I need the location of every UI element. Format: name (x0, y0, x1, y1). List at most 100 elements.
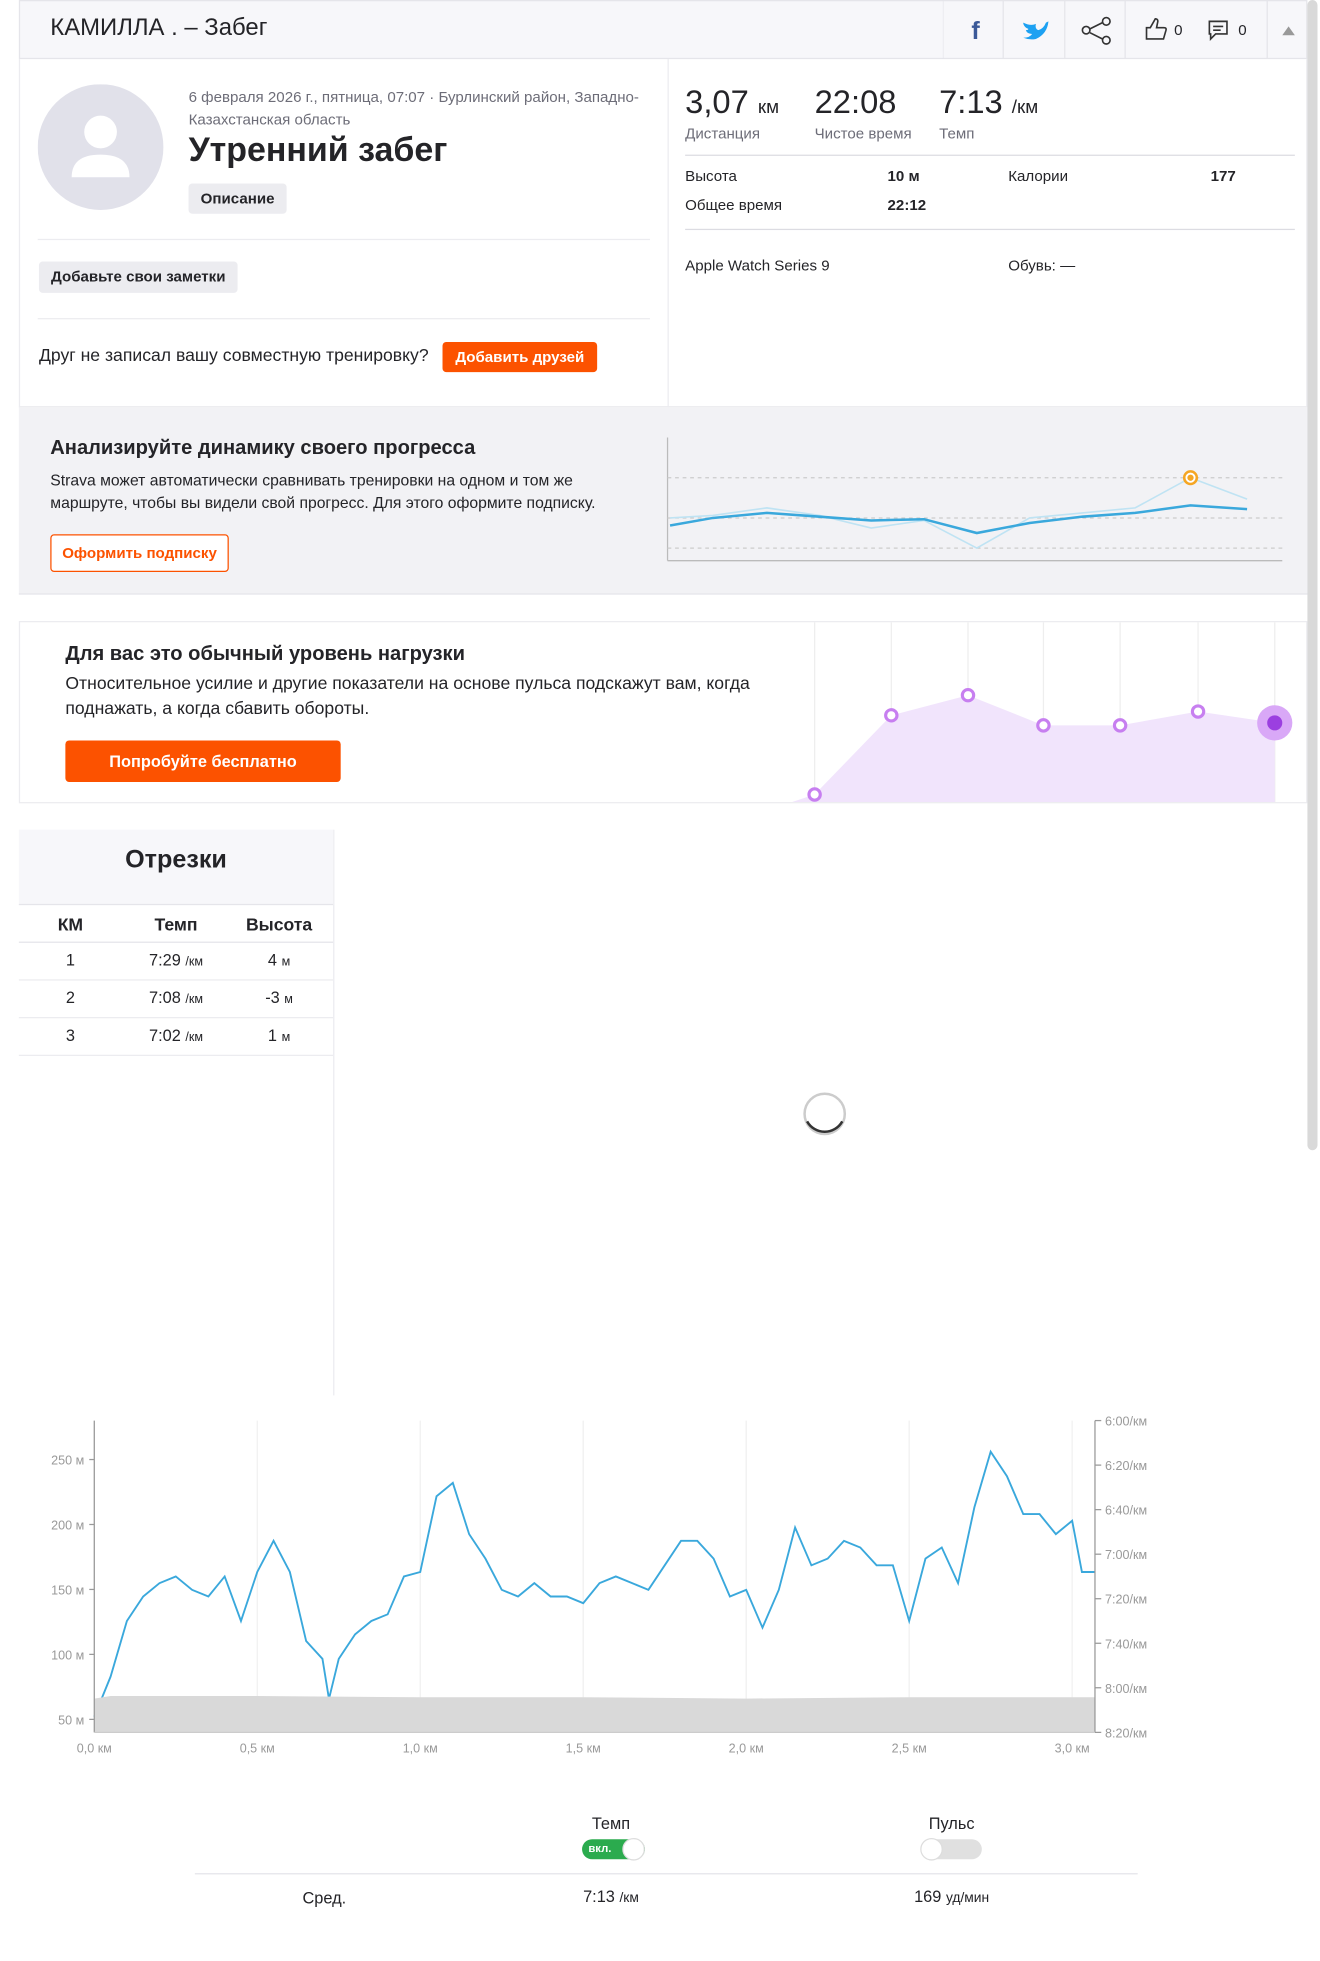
collapse-icon[interactable] (1282, 26, 1295, 36)
y2-tick-label: 7:40/км (1105, 1637, 1147, 1651)
pace-elevation-chart: 0,0 км 0,5 км 1,0 км 1,5 км 2,0 км 2,5 км 3,0 … (51, 1415, 1147, 1756)
avg-hr: 169 уд/мин (889, 1887, 1015, 1906)
y-tick-label: 100 м (51, 1648, 84, 1662)
avg-pace: 7:13 /км (548, 1887, 674, 1906)
avg-pace-value: 7:13 (583, 1886, 615, 1906)
divider (18, 1054, 334, 1056)
split-elev: -3 м (216, 988, 342, 1007)
y2-tick-label: 7:00/км (1105, 1548, 1147, 1562)
split-elev-value: 4 (267, 950, 278, 970)
header-title: КАМИЛЛА . – Забег (50, 15, 268, 42)
detail-label: Калории (1008, 167, 1069, 185)
date-location: 6 февраля 2026 г., пятница, 07:07 · Бурл… (188, 87, 639, 129)
hr-label: Пульс (928, 1814, 975, 1833)
split-elev-value: 1 (267, 1025, 278, 1045)
split-km: 1 (65, 950, 75, 970)
split-pace-value: 7:08 (148, 988, 181, 1007)
comment-count: 0 (1238, 21, 1247, 39)
pace-toggle-label: вкл. (588, 1841, 612, 1855)
split-elev-unit: м (281, 955, 291, 970)
promo-title: Анализируйте динамику своего прогресса (50, 437, 476, 459)
comment-icon[interactable] (1208, 20, 1228, 41)
avg-hr-value: 169 (914, 1886, 942, 1906)
avatar (37, 84, 164, 210)
split-pace: 7:29 /км (113, 950, 239, 969)
y2-tick-label: 7:20/км (1105, 1593, 1147, 1607)
stat-unit: км (757, 96, 780, 119)
x-tick-label: 2,5 км (892, 1741, 927, 1755)
x-tick-label: 2,0 км (729, 1741, 764, 1755)
toggle-knob (920, 1837, 943, 1861)
split-pace-unit: /км (185, 993, 204, 1007)
splits-title: Отрезки (125, 846, 227, 874)
y-tick-label: 50 м (58, 1713, 84, 1727)
divider (685, 154, 1295, 156)
detail-value: 177 (1210, 167, 1236, 185)
elevation-area (94, 1695, 1095, 1733)
x-tick-label: 1,0 км (403, 1741, 438, 1755)
shoes: Обувь: — (1008, 256, 1076, 275)
device: Apple Watch Series 9 (685, 256, 830, 275)
avg-pace-unit: /км (619, 1890, 639, 1906)
notes-button[interactable]: Добавьте свои заметки (38, 261, 238, 293)
toggle-knob (622, 1837, 645, 1861)
x-tick-label: 0,5 км (240, 1741, 275, 1755)
split-elev: 1 м (216, 1026, 342, 1045)
stat-value: 3,07 км (685, 83, 779, 122)
stat-label: Чистое время (814, 124, 912, 143)
y-tick-label: 200 м (51, 1519, 84, 1533)
split-pace-value: 7:29 (148, 950, 181, 970)
avg-hr-unit: уд/мин (945, 1890, 990, 1906)
split-pace: 7:08 /км (113, 988, 239, 1007)
split-pace-unit: /км (185, 1030, 204, 1045)
promo-text: Относительное усилие и другие показатели… (65, 672, 750, 718)
stat-value: 7:13 /км (939, 83, 1038, 122)
stat-label: Темп (939, 124, 975, 143)
split-elev-value: -3 (265, 988, 280, 1007)
x-tick-label: 0,0 км (77, 1741, 112, 1755)
promo-progress (18, 407, 1308, 595)
activity-panel (18, 59, 1308, 408)
split-elev: 4 м (216, 950, 342, 969)
stat-number: 22:08 (814, 82, 897, 121)
kudos-icon[interactable] (1145, 18, 1167, 40)
stat-unit: /км (1011, 96, 1039, 119)
facebook-icon[interactable]: f (971, 17, 980, 45)
y-tick-label: 150 м (51, 1583, 84, 1597)
kudos-count: 0 (1174, 21, 1183, 39)
progress-illustration (666, 437, 1283, 562)
stat-number: 7:13 (939, 82, 1003, 121)
split-pace-unit: /км (185, 955, 204, 970)
twitter-icon[interactable] (1023, 21, 1049, 40)
split-km: 3 (65, 1025, 75, 1045)
header-bar (18, 0, 1308, 60)
stat-number: 3,07 (685, 82, 749, 121)
share-icon[interactable] (1081, 16, 1111, 45)
divider (667, 59, 669, 408)
description-button[interactable]: Описание (188, 183, 287, 214)
try-free-button[interactable]: Попробуйте бесплатно (65, 740, 341, 782)
divider (194, 1873, 1138, 1875)
y2-tick-label: 8:20/км (1105, 1726, 1147, 1740)
split-elev-unit: м (284, 993, 293, 1007)
divider (37, 238, 650, 241)
friends-prompt: Друг не записал вашу совместную трениров… (38, 344, 429, 365)
subscribe-button[interactable]: Оформить подписку (50, 534, 229, 572)
split-pace-value: 7:02 (148, 1025, 181, 1045)
divider (18, 979, 334, 981)
x-tick-label: 3,0 км (1055, 1741, 1090, 1755)
splits-panel (19, 829, 335, 1396)
detail-value: 22:12 (887, 196, 927, 214)
add-friends-button[interactable]: Добавить друзей (442, 341, 598, 373)
pace-line (93, 1449, 1095, 1718)
y2-tick-label: 8:00/км (1105, 1682, 1147, 1696)
header-icons: f (942, 0, 1295, 60)
splits-column: Высота (245, 913, 313, 935)
loading-spinner (803, 1092, 847, 1136)
divider (18, 1017, 334, 1019)
x-tick-label: 1,5 км (566, 1741, 601, 1755)
y2-tick-label: 6:40/км (1105, 1504, 1147, 1518)
divider (18, 941, 334, 943)
